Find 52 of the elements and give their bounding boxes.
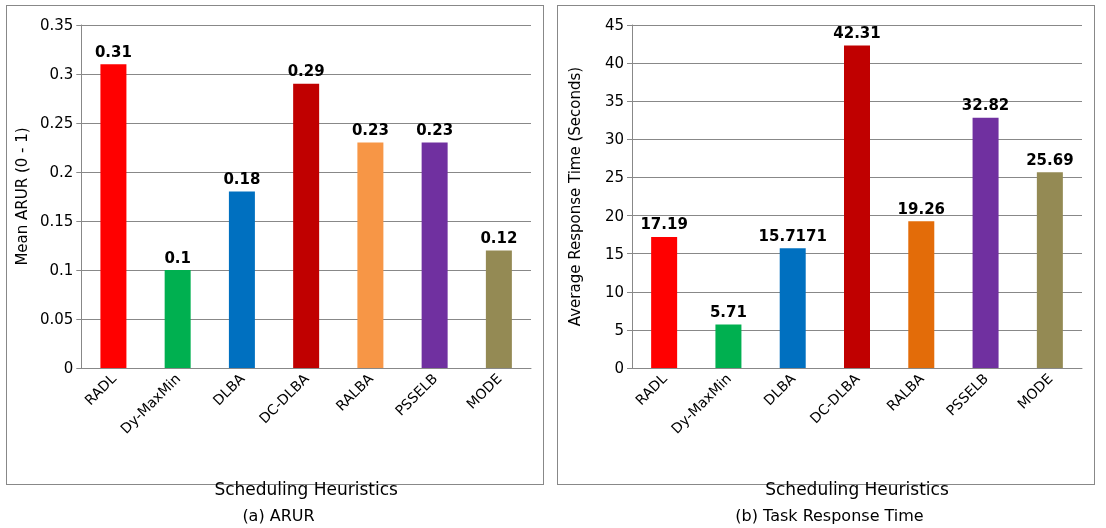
y-tick-label: 30 xyxy=(604,130,624,149)
bar xyxy=(651,236,678,368)
data-label: 0.12 xyxy=(480,228,518,247)
y-tick-label: 0.25 xyxy=(39,114,74,132)
data-label: 32.82 xyxy=(961,96,1010,115)
data-label: 19.26 xyxy=(897,199,946,218)
bar xyxy=(1036,172,1063,368)
bar xyxy=(100,64,127,368)
data-label: 25.69 xyxy=(1026,150,1074,169)
data-label: 15.7171 xyxy=(758,226,827,245)
bar xyxy=(485,250,512,368)
bar xyxy=(715,324,742,368)
y-tick-label: 45 xyxy=(604,16,624,34)
data-label: 17.19 xyxy=(640,215,688,234)
y-tick-label: 0.15 xyxy=(39,212,74,230)
y-tick-label: 0.05 xyxy=(39,310,74,328)
y-tick-label: 10 xyxy=(604,282,624,301)
data-label: 0.29 xyxy=(287,62,325,81)
y-tick-label: 25 xyxy=(604,168,624,187)
y-tick-label: 0.1 xyxy=(49,261,74,279)
bar xyxy=(357,142,384,368)
y-tick-label: 40 xyxy=(604,54,624,73)
bar xyxy=(164,270,191,368)
y-tick-label: 0.3 xyxy=(49,65,74,83)
y-tick-label: 15 xyxy=(604,244,624,263)
y-axis-title: Average Response Time (Seconds) xyxy=(565,66,584,327)
data-label: 0.23 xyxy=(416,121,454,140)
data-label: 0.31 xyxy=(94,42,132,61)
bar xyxy=(779,248,806,368)
y-tick-label: 0 xyxy=(63,359,74,377)
y-tick-label: 35 xyxy=(604,92,624,111)
data-label: 0.18 xyxy=(223,170,261,189)
data-label: 5.71 xyxy=(709,302,747,321)
y-tick-label: 0 xyxy=(614,359,624,377)
text: (a) ARUR xyxy=(242,505,315,525)
y-tick-label: 0.35 xyxy=(39,16,74,34)
bar xyxy=(972,117,999,368)
data-label: 42.31 xyxy=(833,24,881,42)
bar xyxy=(421,142,448,368)
data-label: 0.1 xyxy=(164,248,191,267)
x-axis-title: Scheduling Heuristics xyxy=(214,478,399,499)
text: (b) Task Response Time xyxy=(735,505,924,525)
x-axis-title: Scheduling Heuristics xyxy=(765,478,949,499)
y-tick-label: 5 xyxy=(614,320,624,339)
bar xyxy=(293,83,320,368)
y-axis-title: Mean ARUR (0 - 1) xyxy=(12,127,31,266)
bar xyxy=(228,191,255,368)
data-label: 0.23 xyxy=(351,121,389,140)
y-tick-label: 0.2 xyxy=(49,163,74,181)
bar xyxy=(844,45,870,368)
y-tick-label: 20 xyxy=(604,206,624,225)
bar xyxy=(908,221,935,368)
